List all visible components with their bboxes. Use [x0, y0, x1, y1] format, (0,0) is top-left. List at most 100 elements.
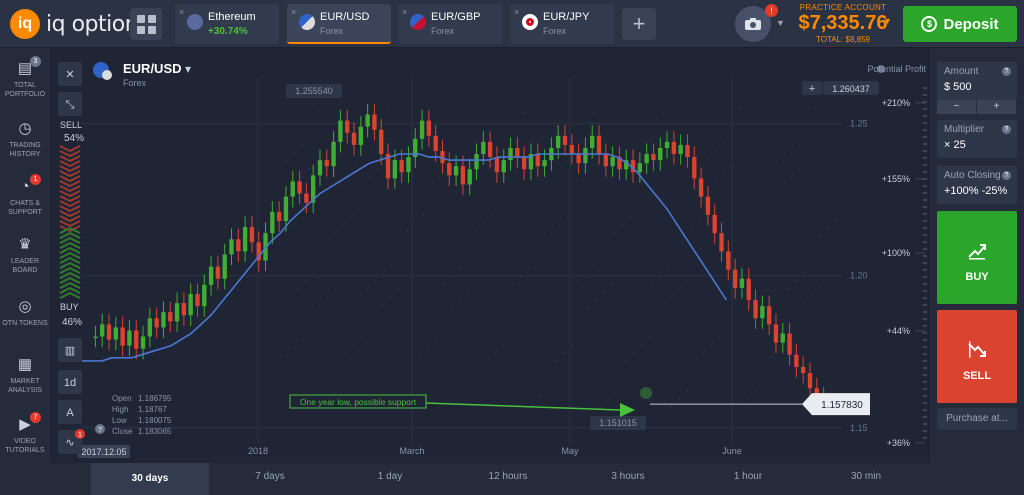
help-icon[interactable]: ?: [1002, 125, 1011, 134]
multiplier-box[interactable]: Multiplier × 25 ?: [937, 120, 1017, 158]
amount-value[interactable]: $ 500: [944, 81, 972, 93]
amount-minus-button[interactable]: −: [937, 100, 976, 114]
candle-body: [739, 278, 745, 288]
help-icon[interactable]: [877, 65, 885, 73]
purchase-at-button[interactable]: Purchase at...: [937, 408, 1017, 430]
chevron-down-icon[interactable]: ▼: [776, 18, 785, 28]
tab-1[interactable]: × EUR/USD Forex: [287, 4, 391, 44]
map-dot: [494, 350, 498, 354]
buy-sentiment-value: 46%: [62, 317, 82, 328]
ohlc-low-label: Low: [112, 416, 127, 425]
close-tab-icon[interactable]: ×: [291, 7, 297, 17]
map-dot: [519, 275, 523, 279]
sidebar-item-3[interactable]: ♛ LEADER BOARD: [0, 236, 50, 275]
chart-type-button[interactable]: [58, 338, 82, 362]
x-tick-label: May: [561, 446, 579, 456]
asset-name[interactable]: EUR/USD: [123, 61, 182, 76]
drawing-tools-button[interactable]: [58, 400, 82, 424]
help-icon[interactable]: ?: [1002, 67, 1011, 76]
x-tick-label: June: [722, 446, 742, 456]
map-dot: [559, 215, 563, 219]
moving-average-line: [82, 153, 728, 362]
timeframe-3[interactable]: 12 hours: [488, 471, 528, 482]
candle-body: [521, 157, 527, 170]
auto-closing-box[interactable]: Auto Closing +100% -25% ?: [937, 166, 1017, 204]
amount-plus-button[interactable]: +: [977, 100, 1016, 114]
close-tab-icon[interactable]: ×: [402, 7, 408, 17]
timeframe-1[interactable]: 7 days: [255, 471, 285, 482]
deposit-label: Deposit: [943, 15, 999, 33]
sell-chevron: [59, 220, 81, 228]
sidebar-item-1[interactable]: ◷ TRADING HISTORY: [0, 120, 50, 159]
timeframe-0[interactable]: 30 days: [91, 463, 209, 495]
tab-0[interactable]: × Ethereum +30.74%: [175, 4, 279, 44]
tab-name: Ethereum: [208, 11, 256, 23]
close-chart-icon: ✕: [65, 69, 74, 81]
sidebar-item-5[interactable]: ▦ MARKET ANALYSIS: [0, 356, 50, 395]
candle-body: [453, 166, 459, 176]
map-dot: [648, 336, 652, 340]
deposit-button[interactable]: $ Deposit: [903, 6, 1017, 42]
candle-body: [596, 135, 602, 155]
map-dot: [491, 163, 495, 167]
tab-2[interactable]: × EUR/GBP Forex: [398, 4, 502, 44]
map-dot: [560, 164, 564, 168]
candle-body: [637, 163, 643, 173]
candle-body: [487, 141, 493, 158]
sidebar-item-4[interactable]: ◎ OTN TOKENS: [0, 298, 50, 328]
help-icon[interactable]: ?: [1002, 171, 1011, 180]
trend-up-icon: [968, 244, 986, 260]
help-icon[interactable]: [95, 424, 105, 434]
asset-grid-button[interactable]: [130, 8, 162, 40]
price-plus-button[interactable]: [802, 81, 822, 95]
map-dot: [344, 220, 348, 224]
account-chevron-down-icon[interactable]: ▼: [883, 16, 892, 26]
low-price-badge: [590, 416, 646, 430]
sell-chevron: [59, 150, 81, 158]
candle-timeframe-button[interactable]: [58, 370, 82, 394]
sidebar-item-0[interactable]: ▤ 3 TOTAL PORTFOLIO: [0, 56, 50, 99]
flag-icon: [410, 14, 426, 30]
map-dot: [783, 151, 787, 155]
buy-button[interactable]: BUY: [937, 211, 1017, 304]
candle-body: [610, 157, 615, 167]
camera-icon: [745, 18, 761, 30]
top-bar: iq iq option × Ethereum +30.74% × EUR/USD For…: [0, 0, 1024, 48]
map-dot: [738, 106, 742, 110]
timeframe-5[interactable]: 1 hour: [733, 471, 763, 482]
ohlc-close-value: 1.183065: [138, 427, 172, 436]
close-tab-icon[interactable]: ×: [514, 7, 520, 17]
sidebar-glyph: ◷: [18, 120, 32, 137]
candle-body: [208, 266, 214, 285]
timeframe-4[interactable]: 3 hours: [611, 471, 645, 482]
chart-area[interactable]: 1.25 1.20 1.15 2018 March May June +210% +155% +1…: [50, 48, 930, 463]
tab-3[interactable]: × EUR/JPY Forex: [510, 4, 614, 44]
sidebar-item-6[interactable]: ▶ 7 VIDEO TUTORIALS: [0, 412, 50, 455]
close-chart-button[interactable]: [58, 62, 82, 86]
logo[interactable]: iq iq option: [10, 9, 139, 39]
timeframe-2[interactable]: 1 day: [377, 471, 403, 482]
map-dot: [470, 394, 474, 398]
account-balance[interactable]: PRACTICE ACCOUNT $7,335.76 TOTAL: $8,859: [792, 3, 894, 44]
sell-button[interactable]: SELL: [937, 310, 1017, 403]
add-tab-button[interactable]: +: [622, 8, 656, 40]
map-dot: [421, 213, 425, 217]
collapse-button[interactable]: [58, 92, 82, 116]
map-dot: [591, 163, 595, 167]
start-date-badge: [78, 445, 130, 458]
amount-box[interactable]: Amount $ 500 ?: [937, 62, 1017, 100]
buy-chevron: [59, 286, 81, 294]
total-value: TOTAL: $8,859: [816, 35, 870, 44]
candle-body: [474, 154, 479, 170]
multiplier-value[interactable]: × 25: [944, 139, 966, 151]
auto-closing-value[interactable]: +100% -25%: [944, 185, 1008, 197]
candle-body: [351, 132, 357, 145]
indicators-badge-label: 1: [78, 432, 82, 439]
timeframe-6[interactable]: 30 min: [850, 471, 881, 482]
map-dot: [608, 396, 612, 400]
price-chart[interactable]: 1.25 1.20 1.15 2018 March May June +210% +155% +1…: [50, 48, 930, 463]
buy-chevron: [59, 241, 81, 249]
map-dot: [787, 287, 791, 291]
close-tab-icon[interactable]: ×: [179, 7, 185, 17]
sidebar-item-2[interactable]: ◔ 1 CHATS & SUPPORT: [0, 174, 50, 217]
